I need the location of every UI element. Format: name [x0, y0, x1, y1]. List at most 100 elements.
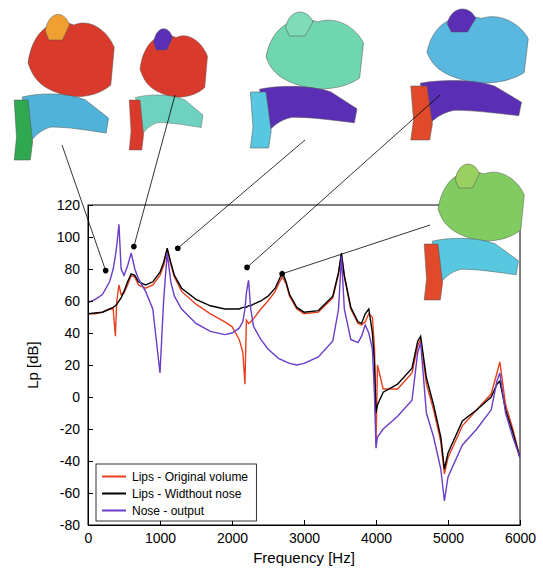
- tick: 3000: [289, 520, 320, 546]
- tract-part: [424, 244, 442, 300]
- legend-box: [96, 464, 256, 521]
- tract-part: [286, 12, 313, 36]
- tract-part: [438, 172, 524, 241]
- tick-label: 2000: [217, 530, 248, 546]
- annotation-dot: [244, 265, 250, 271]
- legend-label: Lips - Widthout nose: [132, 487, 242, 501]
- tick-label: 5000: [433, 530, 464, 546]
- plot-frame: [88, 205, 520, 525]
- tick-mark: [304, 520, 305, 525]
- tick-label: 120: [57, 197, 81, 213]
- tick-label: 6000: [505, 530, 536, 546]
- series-line: [88, 248, 520, 469]
- tick-mark: [88, 333, 93, 334]
- tick-label: 80: [64, 261, 80, 277]
- tick-mark: [376, 520, 377, 525]
- tract-part: [140, 35, 208, 97]
- tick-label: -80: [60, 517, 80, 533]
- legend-swatch: [102, 493, 126, 495]
- tick-mark: [88, 301, 93, 302]
- tick: 5000: [433, 520, 464, 546]
- tick: -60: [60, 485, 93, 501]
- tick-label: -20: [60, 421, 80, 437]
- tick-label: 0: [72, 389, 80, 405]
- leader-line: [247, 95, 440, 267]
- tract-part: [260, 86, 358, 131]
- leader-line: [282, 225, 430, 274]
- tract-part: [22, 94, 108, 142]
- leader-line: [178, 140, 305, 248]
- tick-label: -60: [60, 485, 80, 501]
- tick: 4000: [361, 520, 392, 546]
- annotations: [62, 95, 440, 277]
- tract-part: [250, 92, 271, 148]
- legend-swatch: [102, 510, 126, 512]
- tick-mark: [448, 520, 449, 525]
- lines: [88, 224, 520, 501]
- y-axis: -80 -60 -40 -20 0 20 40 60 80 100 120: [57, 197, 93, 533]
- series-line: [88, 250, 520, 474]
- tract-part: [266, 20, 364, 89]
- leader-line: [62, 145, 106, 271]
- tick-mark: [88, 461, 93, 462]
- tick: -20: [60, 421, 93, 437]
- leader-line: [134, 95, 175, 247]
- tick-mark: [520, 520, 521, 525]
- tract-part: [28, 22, 114, 96]
- tick-label: 3000: [289, 530, 320, 546]
- tract-part: [455, 164, 479, 188]
- legend-label: Lips - Original volume: [132, 470, 248, 484]
- tick: 60: [64, 293, 93, 309]
- tract-illustration: [14, 14, 114, 160]
- tick-label: 60: [64, 293, 80, 309]
- tick: 0: [85, 520, 93, 546]
- tract-part: [154, 29, 173, 50]
- legend: Lips - Original volume Lips - Widthout no…: [96, 464, 256, 521]
- tick-mark: [88, 205, 93, 206]
- tick-mark: [88, 429, 93, 430]
- tract-part: [45, 14, 69, 40]
- annotation-dot: [131, 244, 137, 250]
- tick: 0: [72, 389, 93, 405]
- tract-part: [129, 100, 143, 150]
- tick: -40: [60, 453, 93, 469]
- tick: 2000: [217, 520, 248, 546]
- tract-part: [447, 9, 475, 32]
- annotation-dot: [103, 268, 109, 274]
- annotation-dot: [279, 271, 285, 277]
- legend-swatch: [102, 476, 126, 478]
- tick: 100: [57, 229, 93, 245]
- tick: 40: [64, 325, 93, 341]
- tick-mark: [88, 520, 89, 525]
- tick: 20: [64, 357, 93, 373]
- tick: 80: [64, 261, 93, 277]
- chart: -80 -60 -40 -20 0 20 40 60 80 100 120 0 1000 2000 3000…: [0, 0, 543, 574]
- tract-part: [411, 86, 433, 140]
- tick-mark: [88, 269, 93, 270]
- tick-label: 0: [85, 530, 93, 546]
- tract-illustration: [411, 9, 528, 140]
- tract-illustration: [250, 12, 363, 148]
- tick-label: 4000: [361, 530, 392, 546]
- x-axis: 0 1000 2000 3000 4000 5000 6000: [85, 520, 537, 546]
- tract-illustration: [424, 164, 524, 300]
- tick-label: 1000: [145, 530, 176, 546]
- illustrations: [14, 9, 528, 300]
- series-line: [88, 224, 520, 501]
- tick-label: 100: [57, 229, 81, 245]
- tick-mark: [88, 237, 93, 238]
- tick-label: -40: [60, 453, 80, 469]
- tick-mark: [88, 397, 93, 398]
- tick-mark: [88, 493, 93, 494]
- x-axis-title: Frequency [Hz]: [253, 549, 355, 566]
- y-axis-title: Lp [dB]: [24, 341, 41, 389]
- tick: 1000: [145, 520, 176, 546]
- tick: 120: [57, 197, 93, 213]
- tract-part: [14, 100, 32, 160]
- tick: 6000: [505, 520, 536, 546]
- tick-mark: [88, 365, 93, 366]
- tick-label: 40: [64, 325, 80, 341]
- tract-illustration: [129, 29, 207, 150]
- annotation-dot: [175, 245, 181, 251]
- tract-part: [427, 16, 528, 83]
